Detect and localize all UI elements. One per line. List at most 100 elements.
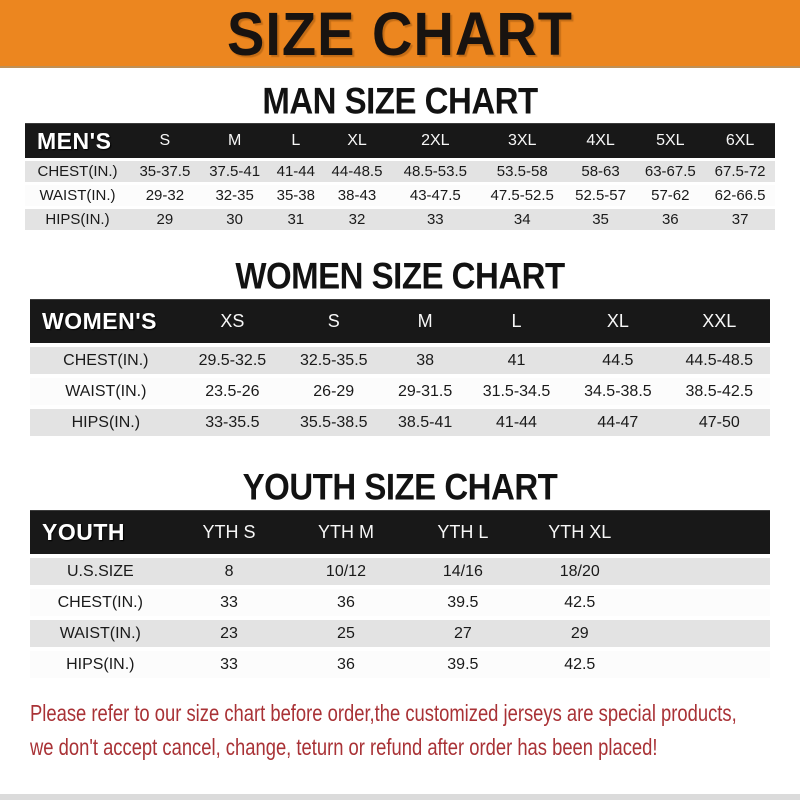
row-label: WAIST(IN.) [25,185,130,206]
size-column-header: 6XL [705,123,775,158]
size-column-header: 4XL [565,123,636,158]
size-column-header: S [283,299,385,343]
size-value-cell: 44-48.5 [322,161,392,182]
row-label: CHEST(IN.) [25,161,130,182]
size-value-cell: 31 [269,209,323,230]
size-value-cell: 26-29 [283,378,385,405]
size-value-cell: 36 [287,589,405,616]
size-value-cell: 67.5-72 [705,161,775,182]
size-value-cell: 41-44 [269,161,323,182]
row-label: WAIST(IN.) [30,620,171,647]
bottom-edge-strip [0,794,800,800]
measurement-row: CHEST(IN.) 29.5-32.5 32.5-35.5 38 41 44.5 44.5… [30,347,770,374]
women-section-heading-text: WOMEN SIZE CHART [235,254,565,297]
men-size-table: MEN'S S M L XL 2XL 3XL 4XL 5XL 6XL CHEST(IN.) 35-37… [25,120,775,233]
measurement-row: WAIST(IN.) 23.5-26 26-29 29-31.5 31.5-34.5 34… [30,378,770,405]
size-column-header: 2XL [391,123,479,158]
disclaimer: Please refer to our size chart before or… [30,696,800,764]
size-value-cell: 32.5-35.5 [283,347,385,374]
size-value-cell: 23 [170,620,288,647]
size-value-cell: 29 [521,620,639,647]
table-corner-label: YOUTH [30,510,171,554]
row-label: HIPS(IN.) [30,651,171,678]
size-column-header: M [199,123,270,158]
size-value-cell: 36 [635,209,706,230]
size-column-header: 3XL [478,123,566,158]
measurement-row: HIPS(IN.) 33 36 39.5 42.5 [30,651,770,678]
disclaimer-line-1: Please refer to our size chart before or… [30,700,737,726]
size-column-header: S [130,123,200,158]
table-header-row: WOMEN'S XS S M L XL XXL [30,299,770,343]
size-value-cell: 33 [170,589,288,616]
size-value-cell: 33-35.5 [181,409,284,436]
size-value-cell: 41-44 [465,409,568,436]
youth-section-heading-text: YOUTH SIZE CHART [242,465,558,508]
header-spacer [638,510,770,554]
row-spacer [638,620,770,647]
size-column-header: YTH M [287,510,405,554]
size-value-cell: 39.5 [404,589,522,616]
size-value-cell: 33 [170,651,288,678]
row-label: HIPS(IN.) [30,409,182,436]
size-value-cell: 8 [170,558,288,585]
youth-size-table: YOUTH YTH S YTH M YTH L YTH XL U.S.SIZE 8 10/12… [30,506,770,682]
size-value-cell: 57-62 [635,185,706,206]
row-label: CHEST(IN.) [30,589,171,616]
size-value-cell: 48.5-53.5 [391,161,479,182]
man-section-heading-text: MAN SIZE CHART [262,79,538,122]
size-value-cell: 44.5-48.5 [668,347,770,374]
size-column-header: XL [567,299,669,343]
size-column-header: 5XL [635,123,706,158]
size-column-header: XL [322,123,392,158]
size-value-cell: 29-32 [130,185,200,206]
size-value-cell: 14/16 [404,558,522,585]
measurement-row: HIPS(IN.) 29 30 31 32 33 34 35 36 37 [25,209,775,230]
size-value-cell: 33 [391,209,479,230]
size-value-cell: 42.5 [521,589,639,616]
women-section-heading: WOMEN SIZE CHART [0,254,800,297]
size-value-cell: 53.5-58 [478,161,566,182]
size-value-cell: 37 [705,209,775,230]
size-column-header: YTH XL [521,510,639,554]
size-column-header: M [384,299,466,343]
size-value-cell: 41 [465,347,568,374]
table-corner-label: MEN'S [25,123,130,158]
row-label: CHEST(IN.) [30,347,182,374]
size-value-cell: 43-47.5 [391,185,479,206]
measurement-row: WAIST(IN.) 29-32 32-35 35-38 38-43 43-47.5 47.… [25,185,775,206]
size-value-cell: 29 [130,209,200,230]
size-value-cell: 58-63 [565,161,636,182]
size-value-cell: 29.5-32.5 [181,347,284,374]
measurement-row: HIPS(IN.) 33-35.5 35.5-38.5 38.5-41 41-44 44-… [30,409,770,436]
size-value-cell: 35-37.5 [130,161,200,182]
man-section-heading: MAN SIZE CHART [0,79,800,122]
size-value-cell: 47.5-52.5 [478,185,566,206]
size-value-cell: 38.5-42.5 [668,378,770,405]
disclaimer-line-2: we don't accept cancel, change, teturn o… [30,734,658,760]
table-corner-label: WOMEN'S [30,299,182,343]
measurement-row: CHEST(IN.) 33 36 39.5 42.5 [30,589,770,616]
size-value-cell: 42.5 [521,651,639,678]
size-value-cell: 34.5-38.5 [567,378,669,405]
size-value-cell: 38.5-41 [384,409,466,436]
row-spacer [638,558,770,585]
size-value-cell: 23.5-26 [181,378,284,405]
size-value-cell: 44.5 [567,347,669,374]
size-value-cell: 38 [384,347,466,374]
size-value-cell: 38-43 [322,185,392,206]
size-value-cell: 30 [199,209,270,230]
size-value-cell: 32-35 [199,185,270,206]
table-header-row: YOUTH YTH S YTH M YTH L YTH XL [30,510,770,554]
size-column-header: YTH S [170,510,288,554]
size-value-cell: 36 [287,651,405,678]
size-value-cell: 52.5-57 [565,185,636,206]
size-value-cell: 63-67.5 [635,161,706,182]
size-column-header: XXL [668,299,770,343]
size-column-header: XS [181,299,284,343]
size-value-cell: 35.5-38.5 [283,409,385,436]
size-value-cell: 35 [565,209,636,230]
measurement-row: CHEST(IN.) 35-37.5 37.5-41 41-44 44-48.5 48.5… [25,161,775,182]
size-column-header: L [269,123,323,158]
size-chart-banner: SIZE CHART [0,0,800,68]
size-value-cell: 34 [478,209,566,230]
